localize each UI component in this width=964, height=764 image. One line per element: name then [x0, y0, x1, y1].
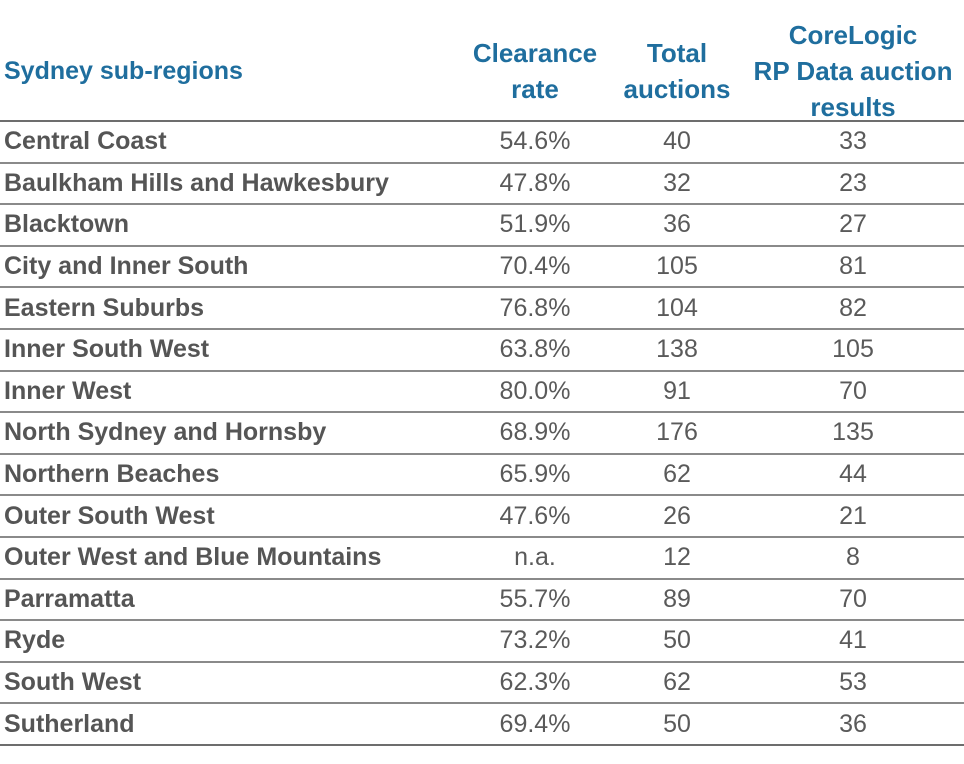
- header-clearance-rate: Clearance rate: [462, 35, 608, 107]
- total-auctions-cell: 105: [656, 252, 698, 281]
- region-cell: Northern Beaches: [4, 460, 220, 489]
- table-row: Inner South West 63.8% 138 105: [0, 330, 964, 372]
- clearance-rate-cell: 55.7%: [499, 584, 571, 613]
- header-corelogic-results: CoreLogic RP Data auction results: [742, 17, 964, 125]
- total-auctions-cell: 12: [663, 543, 691, 572]
- header-clearance-line2: rate: [511, 74, 559, 104]
- region-cell: Outer South West: [4, 501, 215, 530]
- auction-results-table: Sydney sub-regions Clearance rate Total …: [0, 0, 964, 746]
- region-cell: Outer West and Blue Mountains: [4, 543, 382, 572]
- clearance-rate-cell: 54.6%: [499, 127, 571, 156]
- total-auctions-cell: 40: [663, 127, 691, 156]
- table-row: South West 62.3% 62 53: [0, 663, 964, 705]
- corelogic-results-cell: 23: [839, 168, 867, 197]
- corelogic-results-cell: 44: [839, 460, 867, 489]
- header-corelogic-line2: RP Data auction: [753, 56, 953, 86]
- header-total-line2: auctions: [623, 74, 731, 104]
- corelogic-results-cell: 82: [839, 293, 867, 322]
- table-body: Central Coast 54.6% 40 33 Baulkham Hills and…: [0, 122, 964, 746]
- total-auctions-cell: 36: [663, 210, 691, 239]
- header-total-line1: Total: [646, 38, 708, 68]
- corelogic-results-cell: 36: [839, 709, 867, 738]
- table-row: Blacktown 51.9% 36 27: [0, 205, 964, 247]
- region-cell: Eastern Suburbs: [4, 293, 205, 322]
- clearance-rate-cell: 63.8%: [499, 335, 571, 364]
- table-row: Sutherland 69.4% 50 36: [0, 704, 964, 746]
- region-cell: Baulkham Hills and Hawkesbury: [4, 168, 389, 197]
- table-row: Baulkham Hills and Hawkesbury 47.8% 32 23: [0, 164, 964, 206]
- corelogic-results-cell: 70: [839, 376, 867, 405]
- total-auctions-cell: 91: [663, 376, 691, 405]
- region-cell: Inner West: [4, 376, 132, 405]
- header-corelogic-line1: CoreLogic: [788, 20, 918, 50]
- clearance-rate-cell: n.a.: [514, 543, 556, 572]
- corelogic-results-cell: 135: [832, 418, 874, 447]
- corelogic-results-cell: 8: [846, 543, 860, 572]
- clearance-rate-cell: 73.2%: [499, 626, 571, 655]
- clearance-rate-cell: 47.6%: [499, 501, 571, 530]
- corelogic-results-cell: 81: [839, 252, 867, 281]
- total-auctions-cell: 50: [663, 626, 691, 655]
- total-auctions-cell: 26: [663, 501, 691, 530]
- table-row: Parramatta 55.7% 89 70: [0, 580, 964, 622]
- clearance-rate-cell: 65.9%: [499, 460, 571, 489]
- total-auctions-cell: 104: [656, 293, 698, 322]
- header-clearance-line1: Clearance: [472, 38, 598, 68]
- clearance-rate-cell: 68.9%: [499, 418, 571, 447]
- corelogic-results-cell: 70: [839, 584, 867, 613]
- header-sub-regions: Sydney sub-regions: [4, 53, 243, 89]
- region-cell: Central Coast: [4, 127, 167, 156]
- header-corelogic-line3: results: [810, 92, 896, 122]
- total-auctions-cell: 62: [663, 460, 691, 489]
- header-sub-regions-label: Sydney sub-regions: [4, 57, 243, 85]
- total-auctions-cell: 176: [656, 418, 698, 447]
- clearance-rate-cell: 80.0%: [499, 376, 571, 405]
- corelogic-results-cell: 41: [839, 626, 867, 655]
- table-row: Central Coast 54.6% 40 33: [0, 122, 964, 164]
- clearance-rate-cell: 62.3%: [499, 668, 571, 697]
- region-cell: Ryde: [4, 626, 66, 655]
- total-auctions-cell: 138: [656, 335, 698, 364]
- total-auctions-cell: 89: [663, 584, 691, 613]
- header-total-auctions: Total auctions: [616, 35, 738, 107]
- clearance-rate-cell: 70.4%: [499, 252, 571, 281]
- table-row: Outer South West 47.6% 26 21: [0, 496, 964, 538]
- region-cell: North Sydney and Hornsby: [4, 418, 327, 447]
- region-cell: South West: [4, 668, 142, 697]
- total-auctions-cell: 50: [663, 709, 691, 738]
- region-cell: City and Inner South: [4, 252, 249, 281]
- total-auctions-cell: 32: [663, 168, 691, 197]
- table-row: Ryde 73.2% 50 41: [0, 621, 964, 663]
- clearance-rate-cell: 51.9%: [499, 210, 571, 239]
- region-cell: Inner South West: [4, 335, 210, 364]
- total-auctions-cell: 62: [663, 668, 691, 697]
- corelogic-results-cell: 21: [839, 501, 867, 530]
- corelogic-results-cell: 33: [839, 127, 867, 156]
- region-cell: Blacktown: [4, 210, 130, 239]
- clearance-rate-cell: 47.8%: [499, 168, 571, 197]
- table-header: Sydney sub-regions Clearance rate Total …: [0, 0, 964, 122]
- region-cell: Parramatta: [4, 584, 135, 613]
- corelogic-results-cell: 105: [832, 335, 874, 364]
- corelogic-results-cell: 27: [839, 210, 867, 239]
- region-cell: Sutherland: [4, 709, 135, 738]
- table-row: Outer West and Blue Mountains n.a. 12 8: [0, 538, 964, 580]
- clearance-rate-cell: 69.4%: [499, 709, 571, 738]
- table-row: Eastern Suburbs 76.8% 104 82: [0, 288, 964, 330]
- table-row: Northern Beaches 65.9% 62 44: [0, 455, 964, 497]
- table-row: City and Inner South 70.4% 105 81: [0, 247, 964, 289]
- table-row: North Sydney and Hornsby 68.9% 176 135: [0, 413, 964, 455]
- clearance-rate-cell: 76.8%: [499, 293, 571, 322]
- table-row: Inner West 80.0% 91 70: [0, 372, 964, 414]
- corelogic-results-cell: 53: [839, 668, 867, 697]
